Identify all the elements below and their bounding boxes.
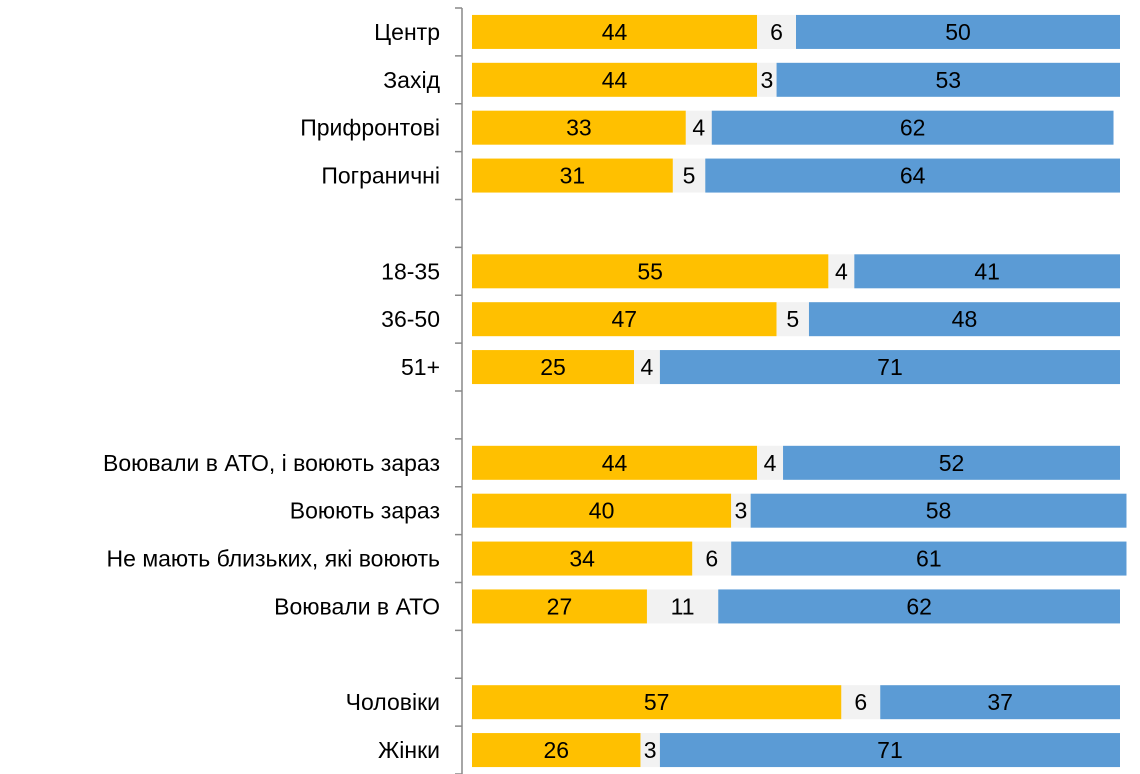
value-label: 37 (987, 689, 1013, 715)
value-label: 4 (641, 354, 654, 380)
bar-segment (731, 541, 1127, 576)
category-label: Воювали в АТО (274, 593, 440, 619)
bar-segment (472, 350, 634, 385)
value-label: 53 (935, 67, 961, 93)
value-label: 44 (602, 19, 628, 45)
value-label: 6 (770, 19, 783, 45)
value-label: 34 (569, 546, 595, 572)
value-label: 62 (900, 115, 926, 141)
bar-segment (796, 14, 1120, 49)
bar-segment (750, 493, 1127, 528)
bar-segment (659, 733, 1120, 768)
value-label: 4 (764, 450, 777, 476)
value-label: 52 (939, 450, 965, 476)
bar-segment (472, 158, 673, 193)
bar-segment (705, 158, 1120, 193)
bar-segment (711, 110, 1114, 145)
category-label: Воюють зараз (290, 498, 440, 524)
bar-segment (731, 493, 751, 528)
bar-segment (634, 350, 660, 385)
value-label: 3 (735, 498, 748, 524)
value-label: 33 (566, 115, 592, 141)
value-label: 64 (900, 163, 926, 189)
value-label: 58 (926, 498, 952, 524)
value-label: 5 (786, 306, 799, 332)
value-label: 62 (906, 593, 932, 619)
value-label: 27 (547, 593, 573, 619)
bar-segment (472, 685, 842, 720)
category-label: Не мають близьких, які воюють (107, 546, 440, 572)
category-label: 18-35 (381, 258, 440, 284)
bar-segment (472, 14, 758, 49)
category-label: Воювали в АТО, і воюють зараз (103, 450, 440, 476)
value-label: 61 (916, 546, 942, 572)
bar-segment (776, 302, 809, 337)
category-label: Жінки (378, 737, 440, 763)
bar-segment (646, 589, 719, 624)
bar-segment (841, 685, 881, 720)
value-label: 40 (589, 498, 615, 524)
bar-segment (757, 445, 784, 480)
bar-segment (472, 589, 647, 624)
value-label: 11 (671, 593, 695, 619)
value-label: 55 (637, 258, 663, 284)
value-label: 25 (540, 354, 566, 380)
value-label: 44 (602, 450, 628, 476)
bar-segment (472, 110, 686, 145)
value-label: 57 (644, 689, 670, 715)
value-label: 4 (692, 115, 705, 141)
bar-segment (472, 733, 641, 768)
value-label: 48 (952, 306, 978, 332)
value-label: 6 (705, 546, 718, 572)
bar-segment (854, 254, 1120, 289)
bar-segment (685, 110, 712, 145)
bar-segment (640, 733, 660, 768)
value-label: 3 (760, 67, 773, 93)
bar-segment (757, 62, 777, 97)
bar-segment (808, 302, 1120, 337)
bar-segment (472, 302, 777, 337)
bar-segment (776, 62, 1120, 97)
value-label: 5 (683, 163, 696, 189)
category-label: Захід (383, 67, 440, 93)
bar-segment (672, 158, 706, 193)
bar-segment (783, 445, 1120, 480)
value-label: 6 (854, 689, 867, 715)
category-label: 51+ (401, 354, 440, 380)
category-label: Центр (374, 19, 440, 45)
value-label: 26 (543, 737, 569, 763)
bar-segment (718, 589, 1120, 624)
category-label: Прифронтові (300, 115, 440, 141)
bar-segment (472, 445, 758, 480)
bar-segment (472, 62, 758, 97)
category-label: Чоловіки (346, 689, 440, 715)
bar-segment (472, 254, 829, 289)
value-label: 71 (877, 737, 903, 763)
bar-segment (472, 493, 732, 528)
category-label: 36-50 (381, 306, 440, 332)
value-label: 41 (974, 258, 1000, 284)
bar-segment (692, 541, 732, 576)
bar-segment (757, 14, 796, 49)
bar-segment (880, 685, 1120, 720)
bar-segment (472, 541, 693, 576)
value-label: 71 (877, 354, 903, 380)
value-label: 4 (835, 258, 848, 284)
bar-segment (828, 254, 855, 289)
value-label: 3 (644, 737, 657, 763)
value-label: 47 (611, 306, 637, 332)
value-label: 50 (945, 19, 971, 45)
bar-segment (659, 350, 1120, 385)
value-label: 44 (602, 67, 628, 93)
category-label: Пограничні (321, 163, 440, 189)
value-label: 31 (560, 163, 586, 189)
